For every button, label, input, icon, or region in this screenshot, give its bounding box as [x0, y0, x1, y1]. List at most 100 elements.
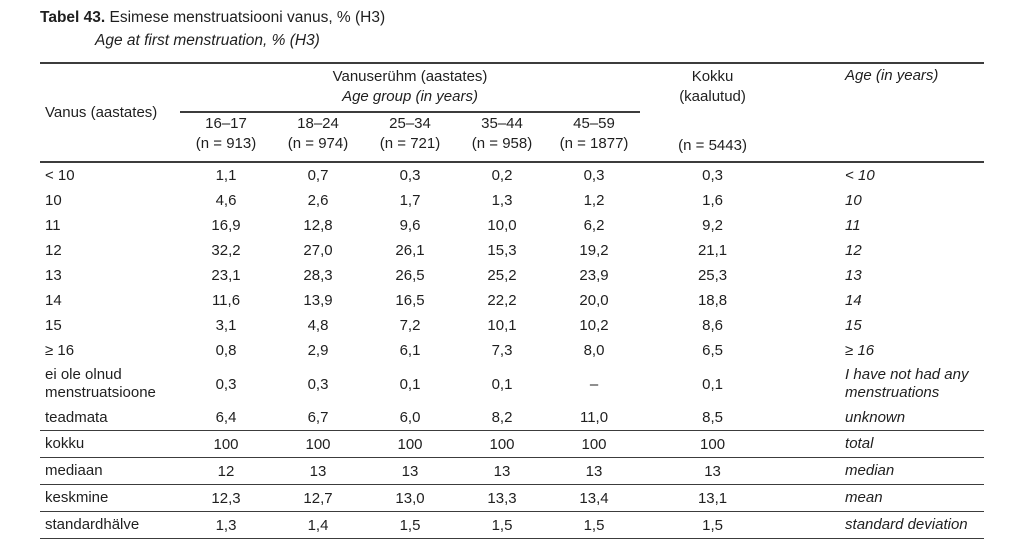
cell-value: 0,1: [491, 375, 513, 393]
row-label: 14: [45, 291, 62, 309]
table-row: teadmata 6,4 6,7 6,0 8,2 11,0 8,5 unknown: [40, 405, 984, 431]
total-value: 13: [704, 462, 721, 480]
row-label: 13: [45, 266, 62, 284]
cell-value: 12,7: [303, 489, 333, 507]
age-range: 45–59: [573, 115, 615, 132]
sample-size: (n = 1877): [559, 135, 629, 152]
cell-value: 6,7: [307, 409, 329, 426]
cell-value: 4,6: [215, 192, 237, 209]
cell-value: 27,0: [303, 242, 333, 259]
cell-value: 100: [581, 435, 607, 453]
row-label: < 10: [45, 166, 75, 184]
table-row: kokku 100 100 100 100 100 100 total: [40, 430, 985, 458]
cell-value: 9,6: [399, 217, 421, 234]
cell-value: 6,2: [583, 217, 605, 234]
cell-value: 19,2: [579, 242, 609, 259]
row-label: 11: [45, 216, 61, 234]
cell-value: 13: [585, 462, 603, 480]
cell-value: 100: [489, 435, 515, 453]
row-label-english: median: [845, 462, 895, 479]
total-value: 13,1: [697, 489, 728, 507]
cell-value: 13,0: [395, 489, 425, 507]
cell-value: 20,0: [579, 292, 609, 309]
table-row: 13 23,1 28,3 26,5 25,2 23,9 25,3 13: [40, 263, 984, 288]
empty-header-cell: [785, 112, 984, 162]
cell-value: 10,0: [487, 217, 517, 234]
cell-value: 2,9: [307, 342, 329, 359]
cell-value: 0,1: [399, 375, 421, 393]
table-row: keskmine 12,3 12,7 13,0 13,3 13,4 13,1 mean: [40, 484, 985, 512]
cell-value: 1,4: [307, 516, 329, 534]
cell-value: 1,2: [583, 192, 605, 209]
cell-value: 15,3: [487, 242, 517, 259]
table-header: Vanus (aastates) Vanuserühm (aastates) A…: [40, 63, 985, 162]
cell-value: 1,3: [215, 516, 237, 534]
total-label-line1: Kokku: [691, 68, 734, 85]
row-label-english: 11: [845, 216, 861, 234]
cell-value: 10,1: [487, 317, 517, 334]
cell-value: 1,1: [215, 167, 237, 184]
cell-value: 100: [397, 435, 423, 453]
age-group-label-et: Vanuserühm (aastates): [332, 68, 488, 85]
age-group-label-en: Age group (in years): [342, 88, 478, 105]
age-column-header: 16–17 (n = 913): [180, 112, 272, 162]
sample-size: (n = 721): [379, 135, 441, 152]
total-value: 0,3: [702, 167, 723, 184]
sample-size: (n = 958): [471, 135, 533, 152]
cell-value: 1,5: [583, 516, 605, 534]
age-column-header: 45–59 (n = 1877): [548, 112, 640, 162]
cell-value: 6,0: [399, 409, 421, 426]
cell-value: 6,1: [399, 342, 421, 359]
row-label: 12: [45, 241, 62, 259]
row-label-english: standard deviation: [845, 516, 968, 533]
cell-value: 13: [493, 462, 511, 480]
age-range: 16–17: [205, 115, 247, 132]
total-sample-size: (n = 5443): [678, 137, 747, 154]
cell-value: 13: [401, 462, 419, 480]
cell-value: 12,3: [211, 489, 241, 507]
row-label: 10: [45, 191, 62, 209]
cell-value: 11,6: [211, 292, 241, 309]
table-row: 11 16,9 12,8 9,6 10,0 6,2 9,2 11: [40, 213, 984, 238]
header-columns-row: 16–17 (n = 913) 18–24 (n = 974) 25–34 (n…: [40, 112, 984, 162]
cell-value: 0,3: [583, 167, 605, 184]
cell-value: 4,8: [307, 317, 329, 334]
total-value: 0,1: [702, 375, 723, 393]
cell-value: –: [589, 375, 599, 393]
cell-value: 12: [217, 462, 235, 480]
total-value: 21,1: [697, 242, 728, 259]
table-title-en: Age at first menstruation, % (H3): [95, 32, 320, 49]
cell-value: 10,2: [579, 317, 609, 334]
age-range: 18–24: [297, 115, 339, 132]
total-value: 100: [700, 435, 726, 453]
header-group-row: Vanus (aastates) Vanuserühm (aastates) A…: [40, 63, 984, 121]
cell-value: 6,4: [215, 409, 237, 426]
row-label: ei ole olnud menstruatsioone: [45, 366, 156, 401]
total-value: 25,3: [697, 267, 728, 284]
data-table: Vanus (aastates) Vanuserühm (aastates) A…: [40, 62, 985, 539]
age-column-header: 25–34 (n = 721): [364, 112, 456, 162]
table-row: 10 4,6 2,6 1,7 1,3 1,2 1,6 10: [40, 188, 984, 213]
age-range: 25–34: [389, 115, 431, 132]
total-value: 1,6: [702, 192, 723, 209]
table-title: Tabel 43. Esimese menstruatsiooni vanus,…: [40, 8, 1024, 28]
cell-value: 25,2: [487, 267, 517, 284]
table-body: < 10 1,1 0,7 0,3 0,2 0,3 0,3 < 10 10 4,6 2,6 1,7 1,3…: [40, 162, 985, 539]
cell-value: 16,9: [211, 217, 241, 234]
table-title-et: Esimese menstruatsiooni vanus, % (H3): [109, 9, 386, 26]
cell-value: 0,3: [215, 375, 237, 393]
row-label-english: total: [845, 435, 874, 452]
row-label-english: 14: [845, 291, 862, 309]
table-row: 12 32,2 27,0 26,1 15,3 19,2 21,1 12: [40, 238, 984, 263]
row-label: teadmata: [45, 408, 108, 426]
table-row: mediaan 12 13 13 13 13 13 median: [40, 457, 985, 485]
cell-value: 100: [213, 435, 239, 453]
cell-value: 0,2: [491, 167, 513, 184]
cell-value: 11,0: [579, 409, 609, 426]
cell-value: 8,2: [491, 409, 513, 426]
cell-value: 32,2: [211, 242, 241, 259]
row-label-english: I have not had any menstruations: [845, 366, 969, 401]
row-label: keskmine: [45, 489, 109, 506]
row-label: standardhälve: [45, 516, 140, 533]
total-column-header: Kokku (kaalutud): [640, 63, 785, 112]
